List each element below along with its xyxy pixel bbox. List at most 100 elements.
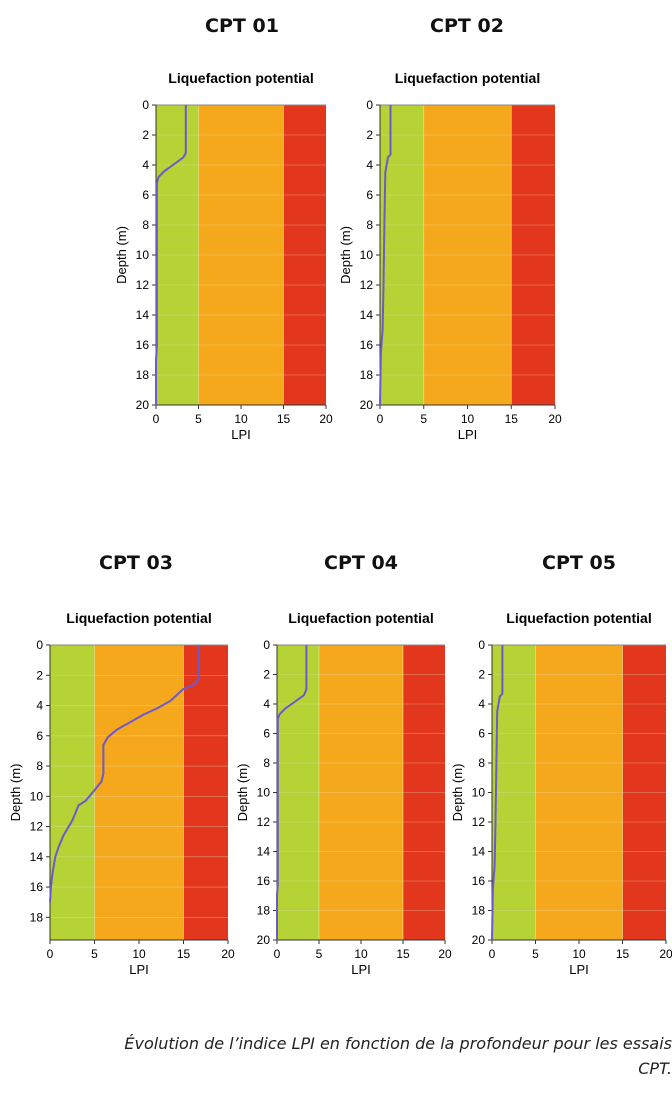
x-tick-label: 10 (461, 412, 475, 426)
y-tick-label: 8 (366, 218, 373, 232)
y-tick-label: 4 (142, 158, 149, 172)
y-tick-label: 12 (136, 278, 150, 292)
y-axis-label: Depth (m) (235, 764, 250, 822)
y-tick-label: 0 (36, 638, 43, 652)
y-tick-label: 10 (360, 248, 374, 262)
cpt-heading: CPT 01 (205, 15, 279, 37)
y-tick-label: 20 (360, 398, 374, 412)
x-tick-label: 15 (277, 412, 291, 426)
y-tick-label: 16 (257, 874, 271, 888)
y-tick-label: 4 (263, 697, 270, 711)
y-tick-label: 6 (366, 188, 373, 202)
x-tick-label: 20 (319, 412, 333, 426)
y-tick-label: 10 (136, 248, 150, 262)
y-tick-label: 12 (257, 815, 271, 829)
y-tick-label: 8 (263, 756, 270, 770)
lpi-chart-svg: Liquefaction potential024681012141618200… (338, 70, 562, 442)
x-tick-label: 0 (47, 947, 54, 961)
x-axis-label: LPI (458, 427, 478, 442)
x-axis-label: LPI (569, 962, 589, 977)
x-tick-label: 10 (234, 412, 248, 426)
y-tick-label: 8 (142, 218, 149, 232)
y-axis-label: Depth (m) (114, 226, 129, 284)
y-tick-label: 16 (360, 338, 374, 352)
y-tick-label: 2 (36, 668, 43, 682)
y-tick-label: 12 (360, 278, 374, 292)
y-tick-label: 4 (478, 697, 485, 711)
y-tick-label: 2 (478, 668, 485, 682)
x-tick-label: 0 (153, 412, 160, 426)
y-tick-label: 18 (257, 904, 271, 918)
chart-title: Liquefaction potential (288, 610, 433, 626)
y-tick-label: 0 (366, 98, 373, 112)
lpi-profile-line (379, 105, 392, 406)
y-tick-label: 6 (263, 727, 270, 741)
y-tick-label: 14 (257, 845, 271, 859)
y-tick-label: 6 (36, 729, 43, 743)
y-tick-label: 16 (30, 880, 44, 894)
y-tick-label: 4 (366, 158, 373, 172)
x-tick-label: 0 (489, 947, 496, 961)
x-tick-label: 15 (177, 947, 191, 961)
y-tick-label: 2 (263, 668, 270, 682)
y-tick-label: 18 (136, 368, 150, 382)
y-tick-label: 12 (472, 815, 486, 829)
x-tick-label: 5 (316, 947, 323, 961)
y-tick-label: 10 (30, 789, 44, 803)
y-axis-label: Depth (m) (338, 226, 353, 284)
lpi-chart-cpt-05: Liquefaction potential 0 2 4 6 8 10 12 14 16 18 20 0… (450, 595, 672, 1020)
lpi-profile-line (491, 645, 504, 941)
cpt-heading: CPT 03 (99, 552, 173, 574)
y-tick-label: 10 (472, 786, 486, 800)
lpi-profile-line (276, 645, 308, 940)
x-tick-label: 15 (616, 947, 630, 961)
y-tick-label: 18 (30, 910, 44, 924)
y-tick-label: 20 (136, 398, 150, 412)
lpi-chart-svg: Liquefaction potential024681012141618200… (450, 610, 672, 977)
x-tick-label: 0 (377, 412, 384, 426)
x-tick-label: 5 (91, 947, 98, 961)
y-axis-label: Depth (m) (450, 764, 465, 822)
lpi-zone-band (183, 645, 228, 940)
figure-caption: Évolution de l’indice LPI en fonction de… (124, 1034, 672, 1078)
lpi-chart-cpt-01: Liquefaction potential 0 2 4 6 8 10 12 14 16 18 20 0… (114, 60, 340, 490)
y-axis-label: Depth (m) (8, 764, 23, 822)
x-tick-label: 5 (420, 412, 427, 426)
cpt-heading: CPT 04 (324, 552, 398, 574)
y-tick-label: 6 (142, 188, 149, 202)
y-tick-label: 14 (472, 845, 486, 859)
chart-title: Liquefaction potential (506, 610, 651, 626)
y-tick-label: 4 (36, 699, 43, 713)
y-tick-label: 0 (142, 98, 149, 112)
y-tick-label: 16 (136, 338, 150, 352)
x-tick-label: 15 (396, 947, 410, 961)
lpi-profile-line (49, 645, 200, 903)
y-tick-label: 14 (30, 850, 44, 864)
y-tick-label: 12 (30, 820, 44, 834)
y-tick-label: 14 (136, 308, 150, 322)
lpi-chart-svg: Liquefaction potential024681012141618200… (114, 70, 333, 442)
y-tick-label: 20 (472, 933, 486, 947)
x-tick-label: 20 (221, 947, 235, 961)
lpi-chart-cpt-03: Liquefaction potential 0 2 4 6 8 10 12 14 16 18 0 5 1… (8, 595, 240, 1020)
lpi-chart-svg: Liquefaction potential 0 2 4 6 8 10 12 14 16 18 0 5 1… (8, 610, 235, 977)
y-tick-label: 0 (263, 638, 270, 652)
chart-title: Liquefaction potential (168, 70, 313, 86)
lpi-chart-cpt-02: Liquefaction potential 0 2 4 6 8 10 12 14 16 18 20 0… (338, 60, 565, 490)
x-tick-label: 10 (572, 947, 586, 961)
lpi-zone-band (94, 645, 184, 940)
chart-title: Liquefaction potential (66, 610, 211, 626)
lpi-chart-cpt-04: Liquefaction potential 0 2 4 6 8 10 12 14 16 18 20 0… (235, 595, 455, 1020)
x-tick-label: 15 (505, 412, 519, 426)
x-tick-label: 0 (274, 947, 281, 961)
y-tick-label: 2 (142, 128, 149, 142)
y-tick-label: 16 (472, 874, 486, 888)
x-tick-label: 10 (132, 947, 146, 961)
x-tick-label: 20 (438, 947, 452, 961)
x-tick-label: 20 (548, 412, 562, 426)
cpt-heading: CPT 02 (430, 15, 504, 37)
y-tick-label: 10 (257, 786, 271, 800)
x-tick-label: 20 (659, 947, 672, 961)
y-tick-label: 20 (257, 933, 271, 947)
y-tick-label: 14 (360, 308, 374, 322)
